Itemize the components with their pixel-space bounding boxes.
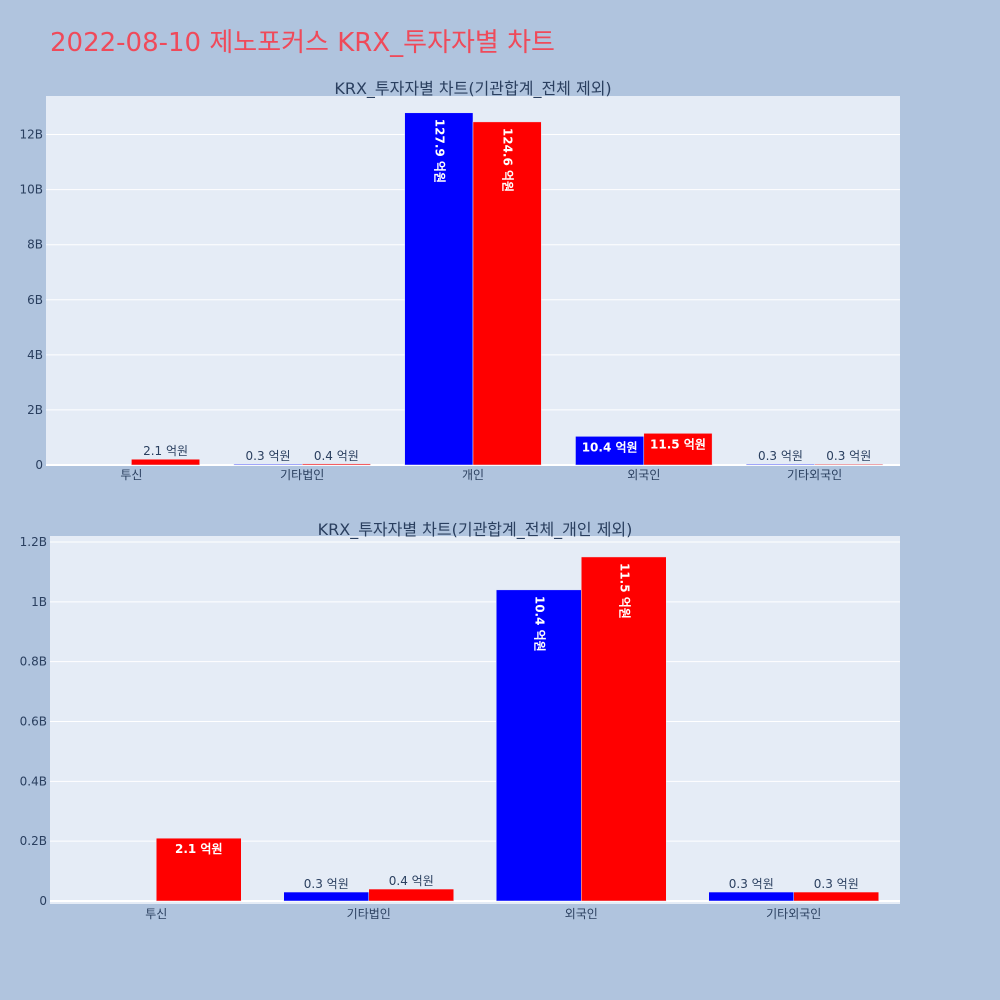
data-label: 11.5 억원 [650, 437, 706, 451]
y-tick-label: 4B [27, 348, 43, 362]
bar [404, 112, 474, 466]
y-tick-label: 1B [31, 595, 47, 609]
bar [581, 556, 667, 902]
bar [301, 463, 371, 466]
data-label: 10.4 억원 [582, 440, 638, 454]
y-tick-label: 6B [27, 293, 43, 307]
bar [793, 891, 879, 902]
data-label: 0.3 억원 [246, 449, 291, 463]
data-label: 0.3 억원 [826, 449, 871, 463]
data-label: 0.3 억원 [758, 449, 803, 463]
bar [233, 463, 303, 466]
data-label: 2.1 억원 [175, 842, 223, 856]
y-tick-label: 0.6B [20, 714, 47, 728]
y-tick-label: 10B [19, 183, 43, 197]
y-tick-label: 0.4B [20, 774, 47, 788]
data-label: 0.3 억원 [814, 877, 859, 891]
bar [131, 458, 200, 466]
data-label: 0.3 억원 [729, 877, 774, 891]
bar [496, 589, 582, 902]
y-tick-label: 0.2B [20, 834, 47, 848]
data-label: 127.9 억원 [432, 119, 446, 183]
data-label: 0.3 억원 [304, 877, 349, 891]
x-tick-label: 기타외국인 [787, 468, 842, 482]
y-tick-label: 1.2B [20, 535, 47, 549]
bar [643, 433, 713, 466]
data-label: 0.4 억원 [314, 449, 359, 463]
y-tick-label: 8B [27, 238, 43, 252]
bar [746, 463, 815, 466]
bar [575, 436, 645, 466]
bar [814, 463, 884, 466]
bar [283, 891, 369, 902]
y-tick-label: 0.8B [20, 655, 47, 669]
chart-investor-excluding-individual: 0 0.2B 0.4B 0.6B 0.8B 1B 1.2B KRX_투자자별 차트(기관합계_… [20, 520, 900, 921]
subplot-title: KRX_투자자별 차트(기관합계_전체_개인 제외) [318, 520, 633, 540]
y-tick-label: 2B [27, 403, 43, 417]
x-tick-label: 기타법인 [280, 468, 324, 482]
data-label: 11.5 억원 [617, 563, 631, 619]
y-tick-label: 0 [39, 894, 47, 908]
data-label: 0.4 억원 [389, 874, 434, 888]
x-tick-label: 외국인 [627, 468, 660, 482]
data-label: 124.6 억원 [501, 128, 515, 192]
x-tick-label: 투신 [120, 468, 142, 482]
data-label: 2.1 억원 [143, 444, 188, 458]
chart-investor-all: 0 2B 4B 6B 8B 10B 12B KRX_투자자별 차트(기관합계_전체 제외) 투신… [19, 79, 900, 482]
bar [368, 888, 454, 902]
bar [156, 837, 242, 902]
x-tick-label: 기타외국인 [766, 907, 821, 921]
x-tick-label: 개인 [462, 468, 484, 482]
page-title: 2022-08-10 제노포커스 KRX_투자자별 차트 [50, 28, 555, 58]
x-tick-label: 투신 [145, 907, 167, 921]
bar [472, 121, 542, 466]
subplot-title: KRX_투자자별 차트(기관합계_전체 제외) [334, 79, 611, 99]
bar [708, 891, 794, 902]
y-tick-label: 0 [35, 458, 43, 472]
x-tick-label: 기타법인 [347, 907, 391, 921]
y-tick-label: 12B [19, 128, 43, 142]
x-tick-label: 외국인 [565, 907, 598, 921]
data-label: 10.4 억원 [532, 596, 546, 652]
